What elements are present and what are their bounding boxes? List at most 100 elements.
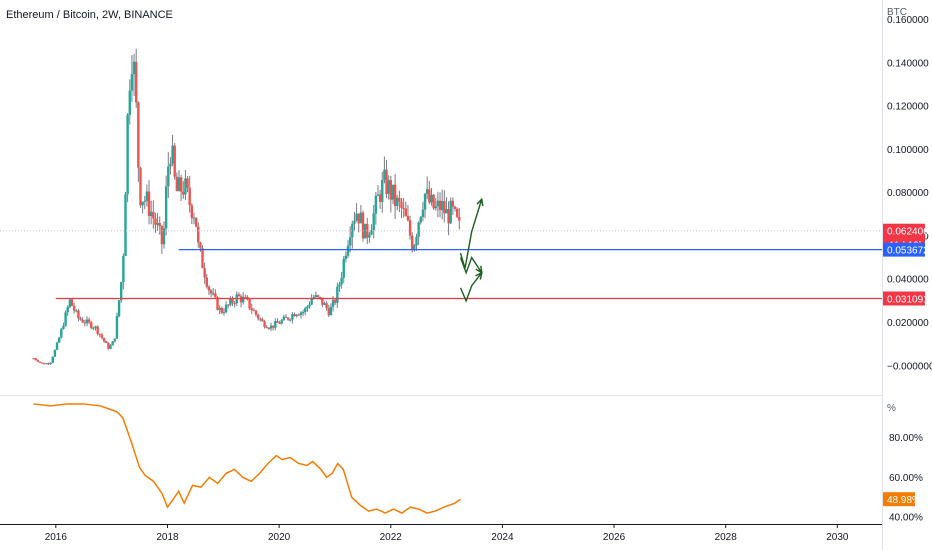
candle (428, 180, 431, 205)
price-tick-label: 0.100000 (887, 145, 929, 156)
candle (229, 296, 232, 307)
candle (357, 213, 360, 233)
candle (233, 301, 236, 308)
candle (398, 190, 401, 213)
candle (186, 175, 189, 193)
candle (122, 253, 125, 290)
candle (329, 303, 333, 316)
candle (304, 306, 307, 316)
candle (438, 192, 442, 218)
candle (299, 311, 303, 319)
candle (440, 189, 444, 220)
candle (66, 305, 69, 316)
candle (45, 362, 48, 365)
arrow-head (476, 197, 484, 207)
main-pane (0, 48, 882, 365)
candle (430, 188, 433, 206)
candle (53, 349, 57, 357)
candle (62, 322, 65, 330)
oscillator-value-badge (883, 492, 915, 507)
candle (102, 337, 106, 343)
candle (115, 312, 119, 340)
candle (117, 299, 121, 318)
candle (293, 312, 296, 317)
candle (141, 201, 144, 214)
candle (368, 231, 371, 243)
time-tick-label: 2016 (45, 532, 68, 543)
candle (137, 101, 140, 182)
candle (402, 197, 405, 218)
blue-support-label: 0.053672 (887, 246, 929, 257)
candle (109, 343, 112, 350)
candle (387, 175, 390, 200)
candle (158, 216, 161, 235)
candle (173, 143, 176, 180)
oscillator-tick-label: 40.00% (889, 513, 923, 524)
candle (301, 309, 305, 317)
price-tick-label: 0.160000 (887, 15, 929, 26)
candle (383, 156, 386, 184)
candle (34, 357, 37, 361)
candle (447, 201, 450, 236)
candle (87, 317, 91, 325)
zigzag-arrow[interactable] (459, 256, 483, 275)
candle (256, 313, 260, 321)
candle (32, 357, 35, 360)
candle (143, 195, 146, 210)
candle (396, 195, 399, 211)
candle (419, 216, 422, 225)
candle (212, 288, 215, 296)
candle (156, 213, 159, 231)
candle (83, 319, 87, 327)
candle (184, 169, 187, 201)
candle (359, 204, 363, 224)
candle (342, 255, 345, 284)
candle (128, 79, 131, 125)
oscillator-unit-label: % (887, 403, 896, 414)
candle (355, 203, 358, 222)
candle (297, 313, 301, 316)
candle (49, 362, 52, 365)
zigzag-arrow[interactable] (459, 272, 483, 303)
candle (182, 181, 185, 199)
candle (192, 212, 196, 225)
candle (421, 201, 425, 222)
candle (393, 173, 397, 219)
candle (239, 294, 243, 308)
candle (199, 241, 202, 252)
candle (222, 307, 226, 316)
oscillator-tick-label: 80.00% (889, 433, 923, 444)
candle (353, 211, 356, 232)
last-price-label: 0.062406 (887, 227, 929, 238)
candle (98, 333, 102, 338)
candle (250, 303, 253, 314)
price-tick-label: 0.040000 (887, 275, 929, 286)
candle (325, 301, 328, 311)
candle (408, 215, 412, 240)
candle (149, 200, 153, 225)
candle (175, 172, 179, 192)
candle (145, 184, 149, 207)
candle (336, 282, 339, 308)
time-tick-label: 2026 (603, 532, 626, 543)
candle (291, 311, 294, 324)
zigzag-arrow[interactable] (459, 198, 483, 269)
candle (77, 308, 80, 322)
candle (36, 359, 39, 363)
candle (263, 319, 266, 329)
oscillator-tick-label: 60.00% (889, 473, 923, 484)
candle (310, 293, 313, 306)
candle (458, 207, 461, 230)
drawing-annotations (459, 197, 484, 303)
candle (126, 113, 129, 203)
candle (269, 322, 273, 332)
candle (177, 170, 181, 192)
oscillator-value-label: 48.98% (887, 495, 921, 506)
red-support-label: 0.031091 (887, 294, 929, 305)
arrow-head (475, 271, 483, 280)
candle (455, 207, 459, 219)
candle (389, 175, 393, 213)
candle (214, 289, 217, 300)
candle (40, 362, 44, 364)
